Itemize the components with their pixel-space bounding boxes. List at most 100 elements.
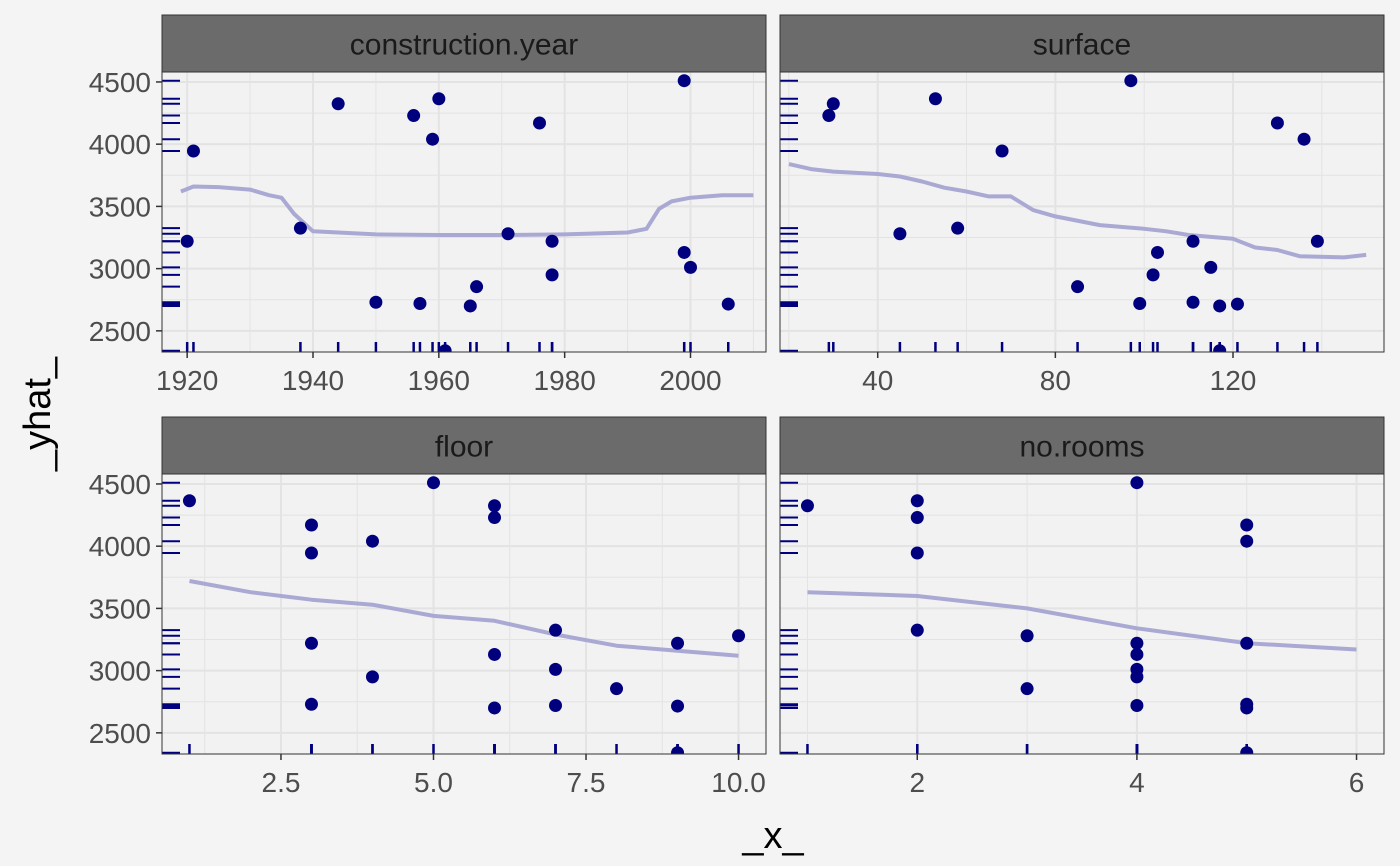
data-point: [426, 132, 440, 146]
data-point: [995, 144, 1009, 158]
facet-strip-label: surface: [1033, 29, 1131, 62]
data-point: [1130, 670, 1144, 684]
profile-line: [788, 162, 1367, 260]
data-point: [671, 699, 685, 713]
x-tick-label: 1940: [282, 365, 344, 396]
data-point: [180, 234, 194, 248]
data-point: [1130, 698, 1144, 712]
data-point: [438, 344, 452, 352]
data-point: [331, 97, 345, 111]
x-tick-label: 1980: [534, 365, 596, 396]
data-point: [1186, 234, 1200, 248]
data-point: [501, 227, 515, 241]
data-point: [1071, 280, 1085, 294]
x-tick-label: 5.0: [414, 767, 453, 798]
data-point: [826, 97, 840, 111]
data-point: [1204, 260, 1218, 274]
facet-strip-label: no.rooms: [1019, 431, 1144, 464]
data-point: [304, 546, 318, 560]
data-point: [426, 476, 440, 490]
data-point: [293, 221, 307, 235]
data-point: [488, 647, 502, 661]
data-point: [1020, 682, 1034, 696]
data-point: [951, 221, 965, 235]
data-point: [910, 546, 924, 560]
facet-panel: no.rooms 2 4 6: [779, 416, 1385, 798]
y-tick-label: 4000: [89, 531, 151, 562]
data-point: [721, 297, 735, 311]
facet-panel: floor 2.5 5.0 7.5 10.0 2500 3000 3500 4000 4500: [89, 416, 767, 798]
data-point: [1186, 295, 1200, 309]
data-point: [1240, 534, 1254, 548]
data-point: [488, 499, 502, 513]
data-point: [369, 295, 383, 309]
data-point: [910, 623, 924, 637]
facet-strip-label: construction.year: [350, 29, 578, 62]
facet-strip-label: floor: [435, 431, 493, 464]
panel-plot-area: [780, 474, 1384, 754]
data-point: [1240, 746, 1254, 754]
x-tick-label: 4: [1129, 767, 1145, 798]
data-point: [1297, 132, 1311, 146]
data-point: [1130, 476, 1144, 490]
data-point: [893, 227, 907, 241]
x-tick-label: 10.0: [711, 767, 766, 798]
data-point: [365, 670, 379, 684]
y-tick-label: 4500: [89, 469, 151, 500]
facet-panel: surface 40 80 120: [779, 14, 1385, 396]
data-point: [677, 245, 691, 259]
data-point: [1310, 234, 1324, 248]
data-point: [549, 623, 563, 637]
data-point: [365, 534, 379, 548]
data-point: [182, 494, 196, 508]
panel-border: [161, 71, 767, 353]
data-point: [304, 636, 318, 650]
data-point: [671, 636, 685, 650]
panel-background: [162, 474, 766, 754]
data-point: [671, 746, 685, 754]
data-point: [407, 109, 421, 123]
data-point: [545, 268, 559, 282]
data-point: [1213, 344, 1227, 352]
y-tick-label: 3000: [89, 254, 151, 285]
x-axis-title: _x_: [741, 815, 804, 857]
data-point: [610, 682, 624, 696]
profile-line: [180, 184, 754, 237]
facet-strip: [161, 416, 767, 475]
y-tick-label: 3000: [89, 656, 151, 687]
x-tick-label: 1920: [156, 365, 218, 396]
data-point: [1240, 701, 1254, 715]
data-point: [304, 518, 318, 532]
data-point: [1270, 116, 1284, 130]
y-tick-label: 4500: [89, 67, 151, 98]
data-point: [928, 92, 942, 106]
data-point: [1130, 647, 1144, 661]
panel-plot-area: [162, 474, 766, 754]
panel-border: [779, 473, 1385, 755]
data-point: [910, 494, 924, 508]
data-point: [545, 234, 559, 248]
data-point: [1133, 296, 1147, 310]
data-point: [732, 629, 746, 643]
data-point: [1151, 245, 1164, 259]
profile-line: [807, 590, 1357, 652]
data-point: [1213, 299, 1227, 313]
panel-plot-area: [162, 72, 766, 352]
y-tick-label: 2500: [89, 718, 151, 749]
y-tick-label: 3500: [89, 593, 151, 624]
data-point: [684, 260, 697, 274]
data-point: [800, 499, 814, 513]
data-point: [1240, 518, 1254, 532]
facet-strip: [161, 14, 767, 73]
x-tick-label: 2000: [659, 365, 721, 396]
panel-background: [162, 72, 766, 352]
y-tick-label: 3500: [89, 191, 151, 222]
x-tick-label: 6: [1349, 767, 1365, 798]
data-point: [186, 144, 200, 158]
data-point: [822, 109, 836, 123]
x-tick-label: 1960: [408, 365, 470, 396]
facet-strip: [779, 14, 1385, 73]
panel-background: [780, 72, 1384, 352]
data-point: [1020, 629, 1034, 643]
y-axis-title: _yhat_: [17, 356, 59, 472]
